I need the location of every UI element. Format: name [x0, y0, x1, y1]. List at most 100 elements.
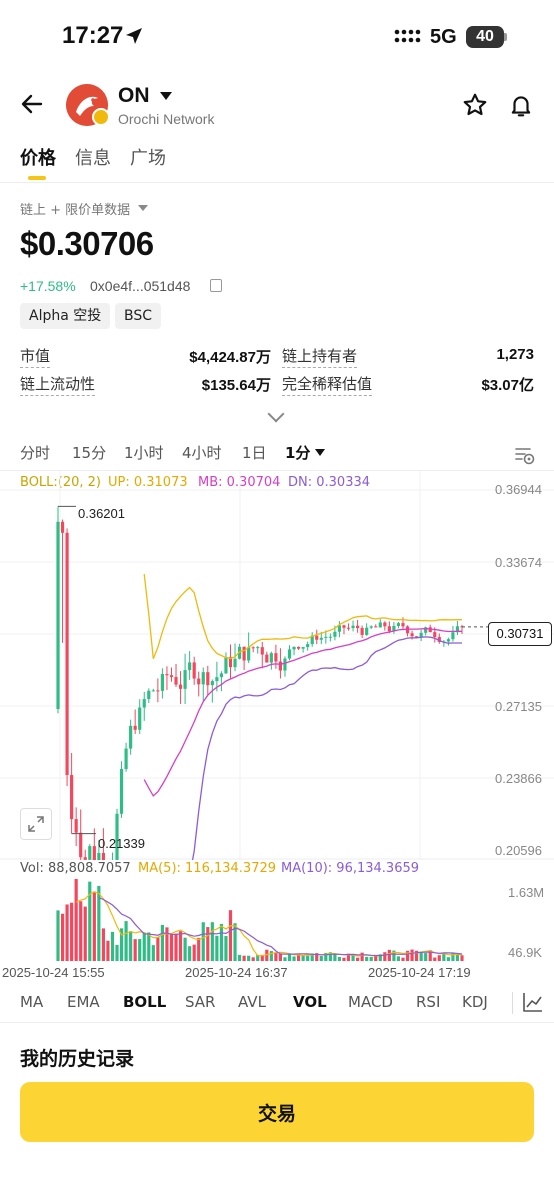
volume-bar — [356, 957, 360, 961]
volume-bar — [119, 928, 124, 961]
candle-body — [138, 707, 142, 730]
volume-bar — [415, 950, 419, 961]
candle-body — [415, 636, 419, 638]
volume-bar — [178, 931, 183, 961]
copy-icon[interactable] — [210, 279, 222, 292]
candle-body — [337, 625, 342, 632]
interval-1m[interactable]: 1分 — [285, 444, 311, 462]
indicator-vol[interactable]: VOL — [293, 993, 327, 1011]
candle-body — [419, 632, 423, 638]
fullscreen-button[interactable] — [20, 808, 52, 840]
candle-body — [188, 662, 192, 671]
volume-bar — [79, 901, 83, 961]
candle-body — [378, 622, 382, 628]
symbol-dropdown-icon[interactable] — [160, 92, 172, 100]
interval-4h[interactable]: 4小时 — [182, 444, 222, 462]
interval-15m[interactable]: 15分 — [72, 444, 107, 462]
indicator-kdj[interactable]: KDJ — [462, 993, 488, 1011]
candle-body — [296, 646, 301, 649]
tag-chain[interactable]: BSC — [115, 303, 162, 329]
vol-value: Vol: 88,808.7057 — [20, 861, 131, 876]
volume-bar — [342, 957, 346, 961]
volume-bar — [233, 923, 237, 961]
indicator-rsi[interactable]: RSI — [416, 993, 441, 1011]
vol-ma10: MA(10): 96,134.3659 — [281, 861, 420, 876]
low-price-label: 0.21339 — [98, 836, 145, 851]
candle-body — [365, 627, 369, 635]
volume-bar — [433, 957, 437, 961]
candle-body — [92, 846, 96, 860]
data-source-dropdown-icon[interactable] — [138, 205, 148, 211]
volume-bar — [296, 953, 301, 961]
indicator-avl[interactable]: AVL — [238, 993, 266, 1011]
volume-chart[interactable] — [0, 875, 554, 965]
volume-bar — [387, 949, 391, 961]
data-source-selector[interactable]: 链上 + 限价单数据 — [20, 203, 131, 218]
alert-bell-icon[interactable] — [508, 92, 534, 118]
tab-square[interactable]: 广场 — [130, 148, 166, 169]
stat-label-market-cap[interactable]: 市值 — [20, 345, 51, 368]
stat-label-liquidity[interactable]: 链上流动性 — [20, 373, 96, 396]
volume-bar — [219, 923, 224, 961]
stat-value-fdv: $3.07亿 — [481, 377, 534, 394]
tab-info[interactable]: 信息 — [75, 148, 111, 169]
indicator-ema[interactable]: EMA — [67, 993, 100, 1011]
candle-body — [178, 684, 183, 689]
indicator-settings-icon[interactable] — [522, 990, 544, 1014]
indicator-sar[interactable]: SAR — [185, 993, 216, 1011]
stat-label-fdv[interactable]: 完全稀释估值 — [282, 373, 373, 396]
current-price-tag: 0.30731 — [488, 622, 552, 646]
volume-bar — [274, 952, 278, 961]
interval-1d[interactable]: 1日 — [242, 444, 267, 462]
volume-bar — [92, 891, 96, 961]
volume-bar — [206, 927, 210, 961]
candle-body — [147, 690, 151, 700]
interval-dropdown-icon[interactable] — [315, 449, 325, 456]
volume-bar — [369, 956, 373, 961]
candle-body — [451, 632, 455, 640]
candle-body — [56, 521, 60, 709]
candle-body — [346, 627, 351, 629]
volume-bar — [424, 953, 428, 961]
favorite-star-icon[interactable] — [462, 92, 488, 118]
volume-bar — [192, 944, 196, 961]
tag-alpha-airdrop[interactable]: Alpha 空投 — [20, 303, 111, 329]
candle-body — [287, 649, 292, 659]
candle-body — [369, 626, 373, 628]
candle-body — [433, 632, 437, 637]
volume-bar — [256, 954, 260, 961]
volume-bar — [396, 956, 401, 961]
token-symbol[interactable]: ON — [118, 84, 150, 107]
back-arrow-icon[interactable] — [20, 92, 44, 116]
volume-bar — [392, 950, 396, 961]
interval-timeshare[interactable]: 分时 — [20, 444, 51, 462]
stat-label-holders[interactable]: 链上持有者 — [282, 345, 358, 368]
volume-bar — [151, 945, 155, 961]
volume-bar — [260, 954, 264, 961]
tab-price[interactable]: 价格 — [20, 148, 56, 169]
volume-bar — [365, 956, 369, 961]
indicator-boll[interactable]: BOLL — [123, 993, 167, 1011]
candle-body — [160, 674, 164, 691]
interval-1h[interactable]: 1小时 — [124, 444, 164, 462]
candle-body — [310, 635, 314, 645]
chart-settings-icon[interactable] — [514, 444, 536, 466]
candle-body — [319, 637, 323, 640]
candle-body — [410, 633, 414, 637]
candle-body — [201, 672, 205, 685]
indicator-macd[interactable]: MACD — [348, 993, 393, 1011]
volume-ma10-line — [98, 897, 463, 957]
volume-bar — [437, 955, 441, 961]
price-chart[interactable] — [0, 470, 554, 860]
indicator-ma[interactable]: MA — [20, 993, 44, 1011]
candle-body — [101, 853, 105, 860]
volume-bar — [283, 957, 287, 961]
candle-body — [151, 690, 155, 692]
candle-body — [283, 658, 287, 671]
candle-body — [115, 813, 119, 860]
contract-address: 0x0e4f...051d48 — [90, 278, 191, 294]
expand-chevron-icon[interactable] — [267, 405, 285, 423]
volume-bar — [405, 950, 410, 961]
volume-bar — [401, 957, 405, 961]
trade-button[interactable]: 交易 — [20, 1082, 534, 1142]
